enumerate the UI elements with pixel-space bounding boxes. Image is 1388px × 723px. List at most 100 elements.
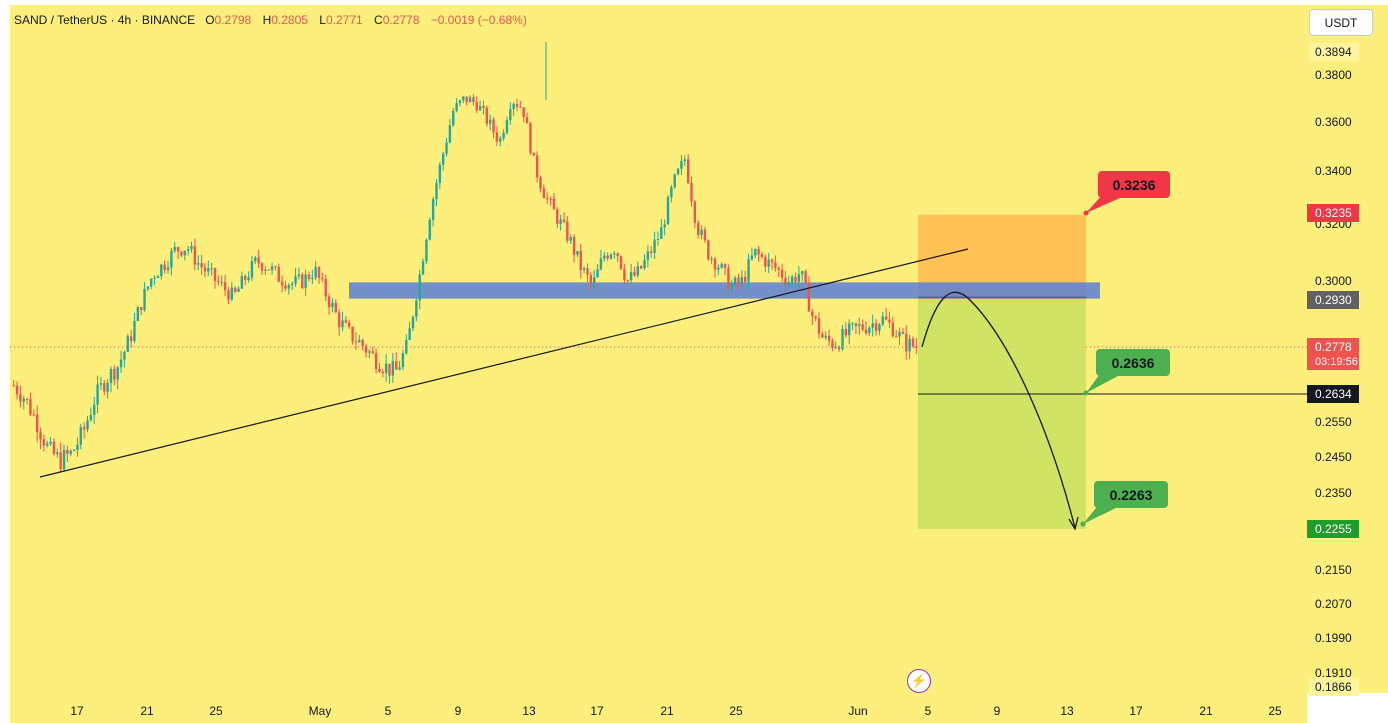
time-axis-tick: 25 — [209, 704, 223, 718]
candle-body — [733, 277, 737, 285]
candle-body — [431, 199, 435, 220]
candle-body — [878, 324, 881, 331]
candle-body — [96, 384, 99, 405]
candle-body — [894, 336, 898, 338]
candle-body — [257, 257, 260, 264]
candle-body — [566, 221, 569, 241]
candle-body — [623, 268, 626, 281]
candle-body — [72, 449, 76, 451]
candle-body — [559, 219, 562, 225]
time-axis-tick: 9 — [994, 704, 1001, 718]
candle-body — [515, 103, 519, 107]
candle-body — [770, 259, 774, 263]
ascending-trendline[interactable] — [39, 248, 969, 478]
candle-body — [747, 259, 750, 282]
candle-body — [153, 277, 156, 279]
lightning-icon[interactable]: ⚡ — [907, 669, 931, 693]
candle-body — [160, 264, 163, 277]
price-axis-tick: 0.3600 — [1315, 115, 1352, 129]
price-tag-value: 0.2634 — [1315, 387, 1352, 401]
candle-body — [861, 324, 864, 330]
candle-body — [683, 159, 686, 161]
candle-body — [525, 117, 529, 124]
candle-body — [774, 262, 777, 268]
callout-box[interactable] — [1094, 481, 1168, 508]
price-axis-tick: 0.3894 — [1315, 45, 1352, 59]
candle-body — [804, 271, 807, 283]
low-label: L — [319, 13, 326, 27]
candle-body — [361, 339, 364, 346]
candle-body — [532, 152, 535, 156]
candle-body — [750, 255, 754, 260]
candle-body — [69, 450, 72, 454]
price-axis-tag — [1307, 385, 1359, 403]
candle-body — [499, 138, 502, 142]
candle-body — [908, 338, 911, 352]
candle-body — [603, 255, 606, 259]
candle-body — [854, 323, 858, 326]
candle-body — [240, 275, 244, 289]
candle-body — [492, 119, 495, 133]
candle-body — [777, 267, 780, 270]
candle-body — [472, 97, 475, 102]
time-axis-tick: 25 — [729, 704, 743, 718]
candle-body — [260, 263, 264, 271]
callout-box[interactable] — [1096, 349, 1170, 376]
edge-price-tag-13 — [1309, 678, 1359, 696]
candle-body — [341, 320, 344, 328]
currency-unit-button[interactable]: USDT — [1309, 9, 1373, 36]
candle-body — [186, 249, 190, 251]
candle-body — [297, 274, 301, 277]
candle-body — [35, 414, 39, 433]
resistance-zone[interactable] — [349, 282, 1100, 299]
candle-body — [270, 266, 274, 271]
price-tag-value: 0.2255 — [1315, 522, 1352, 536]
time-axis-tick: 25 — [1268, 704, 1282, 718]
candle-body — [331, 302, 334, 308]
candle-body — [220, 282, 223, 284]
candle-body — [324, 279, 327, 297]
candle-body — [378, 369, 381, 372]
candle-body — [848, 323, 851, 336]
candle-body — [109, 369, 113, 384]
time-axis-tick: 17 — [1129, 704, 1143, 718]
candle-body — [290, 283, 294, 286]
candle-body — [817, 318, 821, 334]
candle-body — [213, 268, 217, 281]
candle-body — [686, 159, 690, 183]
candle-body — [626, 280, 629, 282]
candle-body — [304, 274, 307, 288]
candle-body — [190, 246, 193, 250]
candle-body — [737, 277, 740, 283]
price-axis-tick: 0.2150 — [1315, 563, 1352, 577]
callout-anchor-dot — [1083, 390, 1089, 396]
candle-body — [113, 369, 116, 380]
candle-body — [884, 316, 888, 320]
candle-body — [314, 267, 317, 278]
candle-body — [482, 106, 485, 108]
countdown-timer: 03:19:56 — [1315, 356, 1358, 368]
price-axis-tick: 0.3400 — [1315, 164, 1352, 178]
high-label: H — [262, 13, 272, 27]
projection-curve[interactable] — [921, 291, 1076, 529]
candle-body — [905, 333, 908, 352]
price-axis-tick: 0.3800 — [1315, 68, 1352, 82]
candle-body — [690, 182, 693, 202]
candle-body — [244, 275, 247, 280]
candle-body — [25, 398, 29, 400]
candle-body — [405, 339, 408, 354]
candle-body — [790, 276, 794, 283]
price-tag-value: 0.3235 — [1315, 206, 1352, 220]
candle-body — [237, 288, 240, 292]
candle-body — [371, 351, 374, 354]
candle-body — [579, 250, 582, 270]
candle-body — [76, 444, 79, 450]
candle-body — [707, 240, 710, 260]
candle-body — [418, 274, 421, 301]
candle-body — [512, 103, 515, 110]
candle-body — [170, 250, 173, 268]
callout-box[interactable] — [1098, 171, 1170, 198]
candle-body — [797, 274, 801, 282]
